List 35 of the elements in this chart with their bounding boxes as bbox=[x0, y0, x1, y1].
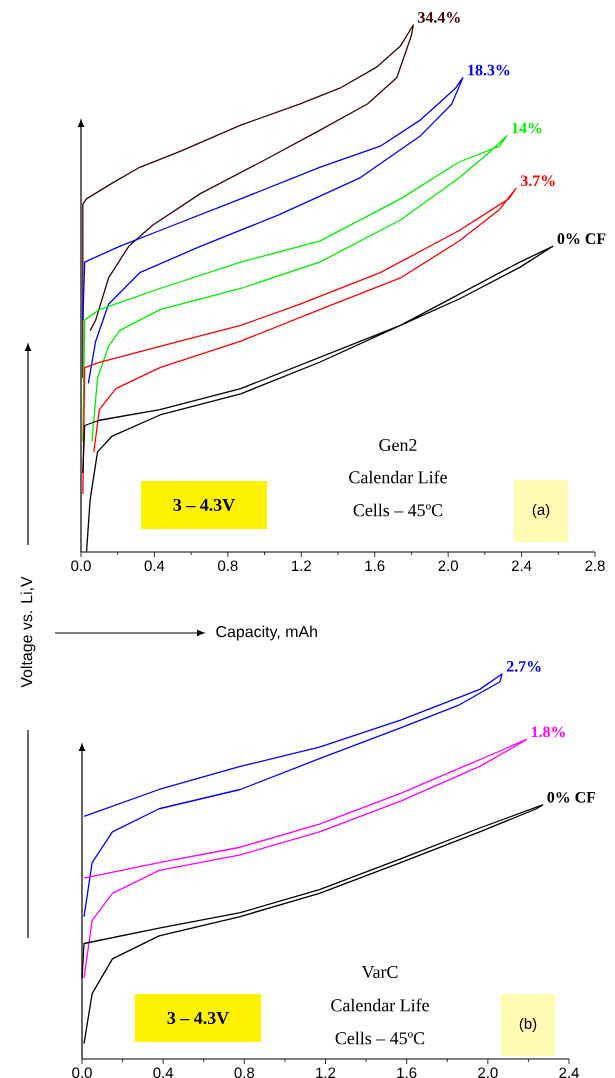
x-tick-label: 2.8 bbox=[585, 560, 605, 572]
x-axis-title: Capacity, mAh bbox=[216, 625, 317, 641]
annotation: Calendar Life bbox=[349, 470, 447, 484]
series-label: 2.7% bbox=[506, 660, 541, 672]
x-tick-label: 2.4 bbox=[559, 1067, 579, 1078]
x-tick-label: 0.4 bbox=[144, 560, 165, 572]
annotation: Cells – 45ºC bbox=[353, 503, 443, 517]
annotation: (b) bbox=[519, 1018, 537, 1032]
series-label: 18.3% bbox=[468, 64, 510, 76]
x-tick-label: 1.2 bbox=[316, 1067, 336, 1078]
series-label: 3.7% bbox=[520, 175, 555, 187]
annotation: 3 – 4.3V bbox=[173, 498, 235, 512]
x-tick-label: 1.2 bbox=[292, 560, 311, 571]
y-axis-title: Voltage vs. Li,V bbox=[20, 576, 36, 688]
x-tick-label: 0.0 bbox=[71, 560, 91, 572]
annotation: Cells – 45ºC bbox=[335, 1031, 425, 1045]
x-tick-label: 1.6 bbox=[397, 1067, 417, 1078]
series-label: 14% bbox=[512, 122, 542, 134]
x-tick-label: 0.4 bbox=[153, 1067, 174, 1078]
x-tick-label: 2.4 bbox=[511, 560, 532, 571]
series-label: 34.4% bbox=[418, 11, 460, 23]
annotation: Calendar Life bbox=[331, 998, 429, 1012]
series-label: 0% CF bbox=[557, 233, 606, 245]
annotation: (a) bbox=[532, 504, 550, 518]
x-tick-label: 0.8 bbox=[218, 560, 238, 572]
x-tick-label: 2.0 bbox=[438, 560, 458, 572]
annotation: Gen2 bbox=[379, 438, 417, 452]
series-label: 1.8% bbox=[531, 726, 565, 738]
series-label: 0% CF bbox=[547, 791, 596, 803]
x-tick-label: 0.8 bbox=[234, 1067, 255, 1078]
annotation: 3 – 4.3V bbox=[167, 1011, 229, 1025]
x-tick-label: 2.0 bbox=[478, 1067, 498, 1078]
annotation: VarC bbox=[361, 965, 398, 979]
x-tick-label: 1.6 bbox=[365, 560, 385, 572]
x-tick-label: 0.0 bbox=[72, 1067, 92, 1078]
